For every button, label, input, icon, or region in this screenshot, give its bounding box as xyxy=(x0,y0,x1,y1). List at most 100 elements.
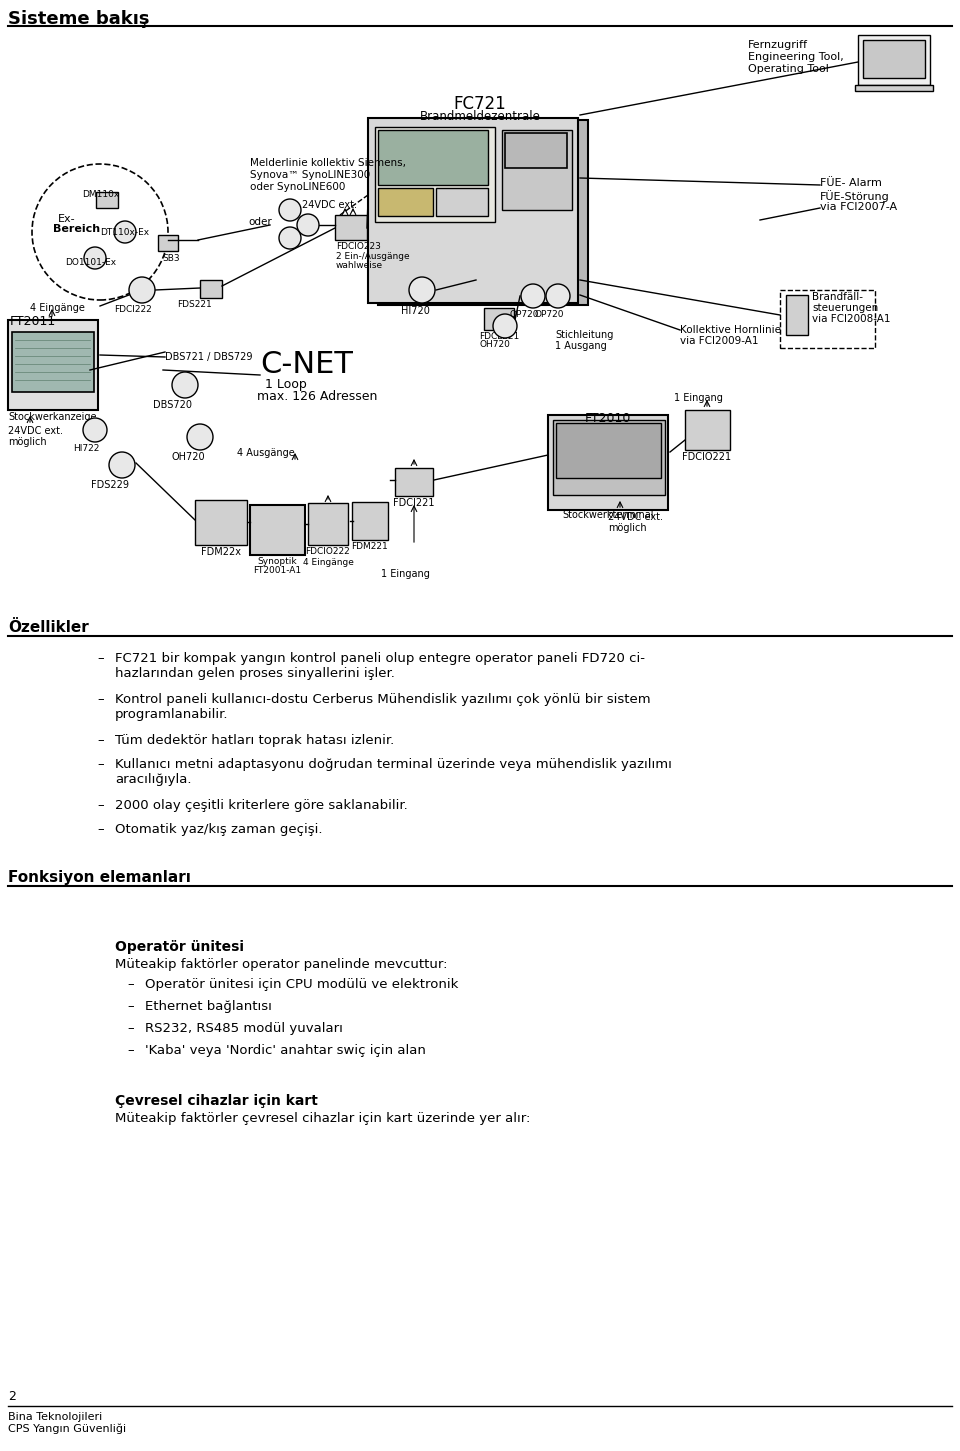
Bar xyxy=(502,131,572,210)
Text: FDM221: FDM221 xyxy=(351,543,389,551)
Text: –: – xyxy=(127,1000,133,1013)
Circle shape xyxy=(114,221,136,242)
Text: Operatör ünitesi: Operatör ünitesi xyxy=(115,940,244,953)
Text: OH720: OH720 xyxy=(171,453,204,461)
Text: OP720: OP720 xyxy=(535,311,564,319)
Text: Sisteme bakış: Sisteme bakış xyxy=(8,10,150,28)
Text: FT2010: FT2010 xyxy=(585,412,631,425)
Text: OP720: OP720 xyxy=(509,311,539,319)
Text: Bina Teknolojileri: Bina Teknolojileri xyxy=(8,1412,103,1422)
Text: Otomatik yaz/kış zaman geçişi.: Otomatik yaz/kış zaman geçişi. xyxy=(115,823,323,836)
Text: 2: 2 xyxy=(8,1390,16,1403)
Bar xyxy=(368,118,578,303)
Text: DBS721 / DBS729: DBS721 / DBS729 xyxy=(165,353,252,361)
Text: –: – xyxy=(127,1045,133,1056)
Text: Kullanıcı metni adaptasyonu doğrudan terminal üzerinde veya mühendislik yazılımı: Kullanıcı metni adaptasyonu doğrudan ter… xyxy=(115,757,672,786)
Text: Brandmeldezentrale: Brandmeldezentrale xyxy=(420,110,540,123)
Text: Tüm dedektör hatları toprak hatası izlenir.: Tüm dedektör hatları toprak hatası izlen… xyxy=(115,734,395,747)
Bar xyxy=(855,86,933,91)
Text: –: – xyxy=(97,800,104,813)
Text: 1 Eingang: 1 Eingang xyxy=(674,393,723,403)
Circle shape xyxy=(84,247,106,268)
Text: –: – xyxy=(127,1022,133,1035)
Circle shape xyxy=(32,164,168,300)
Bar xyxy=(158,235,178,251)
Text: CPS Yangın Güvenliği: CPS Yangın Güvenliği xyxy=(8,1423,126,1435)
Text: FT2011: FT2011 xyxy=(10,315,57,328)
Circle shape xyxy=(279,199,301,221)
Text: via FCI2007-A: via FCI2007-A xyxy=(820,202,898,212)
Text: oder SynoLINE600: oder SynoLINE600 xyxy=(250,181,346,192)
Bar xyxy=(375,128,495,222)
Text: FDCI222: FDCI222 xyxy=(114,305,152,313)
Text: C-NET: C-NET xyxy=(260,350,353,379)
Text: –: – xyxy=(97,694,104,707)
Circle shape xyxy=(521,284,545,308)
Bar xyxy=(553,419,665,495)
Bar xyxy=(556,424,661,477)
Bar xyxy=(352,502,388,540)
Text: Fonksiyon elemanları: Fonksiyon elemanları xyxy=(8,871,191,885)
Text: DBS720: DBS720 xyxy=(154,400,193,411)
Text: FÜE- Alarm: FÜE- Alarm xyxy=(820,178,882,189)
Text: 'Kaba' veya 'Nordic' anahtar swiç için alan: 'Kaba' veya 'Nordic' anahtar swiç için a… xyxy=(145,1045,426,1056)
Text: Kollektive Hornlinie: Kollektive Hornlinie xyxy=(680,325,781,335)
Text: FDS221: FDS221 xyxy=(178,300,212,309)
Text: Müteakip faktörler operator panelinde mevcuttur:: Müteakip faktörler operator panelinde me… xyxy=(115,958,447,971)
Text: Ex-: Ex- xyxy=(58,213,76,223)
Text: 24VDC ext.: 24VDC ext. xyxy=(8,427,63,435)
Text: –: – xyxy=(97,734,104,747)
Text: DT110x-Ex: DT110x-Ex xyxy=(100,228,149,237)
Circle shape xyxy=(129,277,155,303)
Text: –: – xyxy=(97,757,104,770)
Text: Müteakip faktörler çevresel cihazlar için kart üzerinde yer alır:: Müteakip faktörler çevresel cihazlar içi… xyxy=(115,1111,530,1125)
Text: Çevresel cihazlar için kart: Çevresel cihazlar için kart xyxy=(115,1094,318,1109)
Text: steuerungen: steuerungen xyxy=(812,303,878,313)
Text: 24VDC ext.: 24VDC ext. xyxy=(608,512,663,522)
Text: FT2001-A1: FT2001-A1 xyxy=(252,566,301,575)
Text: Engineering Tool,: Engineering Tool, xyxy=(748,52,844,62)
Bar xyxy=(786,295,808,335)
Text: via FCI2009-A1: via FCI2009-A1 xyxy=(680,337,758,345)
Text: FDS229: FDS229 xyxy=(91,480,129,490)
Bar xyxy=(195,501,247,546)
Text: FDCIO223: FDCIO223 xyxy=(336,242,381,251)
Text: RS232, RS485 modül yuvaları: RS232, RS485 modül yuvaları xyxy=(145,1022,343,1035)
Text: Stockwerkanzeige: Stockwerkanzeige xyxy=(8,412,97,422)
Circle shape xyxy=(109,453,135,477)
Bar xyxy=(335,215,367,239)
Bar xyxy=(200,280,222,297)
Circle shape xyxy=(297,213,319,237)
Text: 4 Eingänge: 4 Eingänge xyxy=(302,559,353,567)
Text: 1 Eingang: 1 Eingang xyxy=(380,569,429,579)
Bar xyxy=(308,503,348,546)
Text: HI722: HI722 xyxy=(73,444,99,453)
Text: OH720: OH720 xyxy=(480,340,511,350)
Circle shape xyxy=(83,418,107,443)
Bar xyxy=(8,321,98,411)
Bar xyxy=(378,120,588,305)
Text: FDCIO221: FDCIO221 xyxy=(683,453,732,461)
Text: Fernzugriff: Fernzugriff xyxy=(748,41,808,49)
Text: Özellikler: Özellikler xyxy=(8,620,88,636)
Text: FDCI221: FDCI221 xyxy=(394,498,435,508)
Text: FDM22x: FDM22x xyxy=(201,547,241,557)
Text: max. 126 Adressen: max. 126 Adressen xyxy=(257,390,377,403)
Text: Ethernet bağlantısı: Ethernet bağlantısı xyxy=(145,1000,272,1013)
Bar xyxy=(378,189,433,216)
Text: 1 Loop: 1 Loop xyxy=(265,379,307,390)
Text: FÜE-Störung: FÜE-Störung xyxy=(820,190,890,202)
Text: 4 Eingänge: 4 Eingänge xyxy=(30,303,84,313)
Text: 2000 olay çeşitli kriterlere göre saklanabilir.: 2000 olay çeşitli kriterlere göre saklan… xyxy=(115,800,408,813)
Text: DM110x: DM110x xyxy=(82,190,119,199)
Text: oder: oder xyxy=(248,218,272,226)
Text: Synova™ SynoLINE300: Synova™ SynoLINE300 xyxy=(250,170,371,180)
Text: HI720: HI720 xyxy=(400,306,429,316)
Text: 1 Ausgang: 1 Ausgang xyxy=(555,341,607,351)
Circle shape xyxy=(493,313,517,338)
Text: Bereich: Bereich xyxy=(53,223,100,234)
Bar xyxy=(96,192,118,207)
Text: Melderlinie kollektiv Siemens,: Melderlinie kollektiv Siemens, xyxy=(250,158,406,168)
Text: Kontrol paneli kullanıcı-dostu Cerberus Mühendislik yazılımı çok yönlü bir siste: Kontrol paneli kullanıcı-dostu Cerberus … xyxy=(115,694,651,721)
Circle shape xyxy=(187,424,213,450)
